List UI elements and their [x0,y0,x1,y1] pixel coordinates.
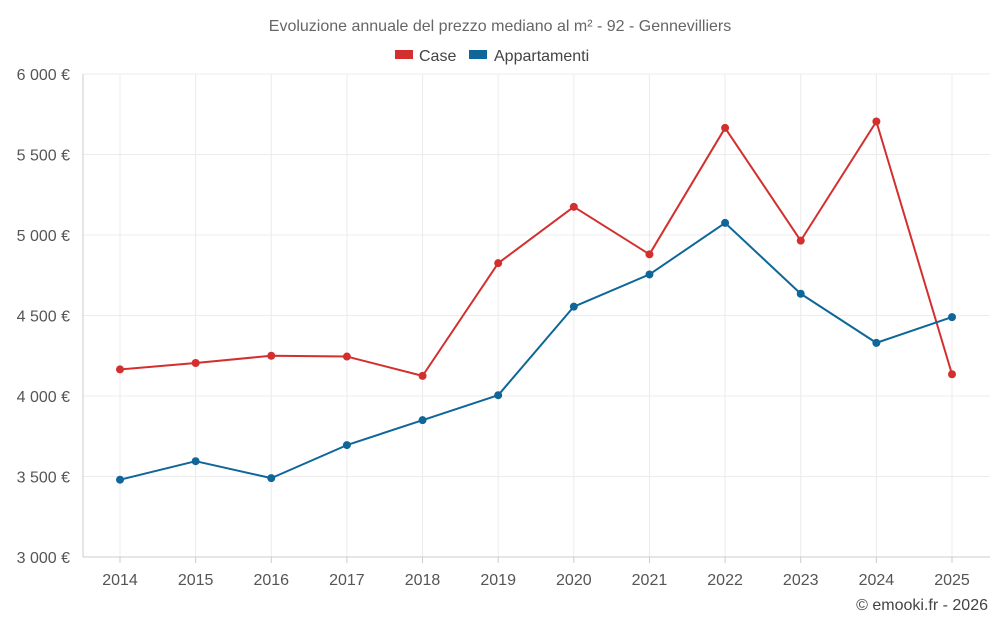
point-appartamenti-2022[interactable] [721,218,730,227]
y-tick-label-4000: 4 000 € [17,389,70,406]
point-appartamenti-2014[interactable] [116,475,124,484]
series-layer [116,117,956,484]
y-tick-label-3500: 3 500 € [17,470,70,487]
point-case-2024[interactable] [872,117,881,126]
series-line-appartamenti [119,221,953,481]
legend-swatch-appartamenti [469,50,487,59]
x-tick-label-2019: 2019 [480,572,516,589]
point-case-2022[interactable] [721,123,730,132]
point-case-2021[interactable] [645,250,654,259]
x-tick-label-2024: 2024 [859,572,895,589]
x-tick-label-2017: 2017 [329,572,365,589]
x-tick-label-2016: 2016 [253,572,289,589]
point-case-2018[interactable] [418,371,427,380]
legend-label-appartamenti: Appartamenti [494,48,589,65]
point-case-2023[interactable] [796,236,805,245]
point-case-2016[interactable] [267,351,276,360]
point-appartamenti-2025[interactable] [948,313,956,322]
legend-item-case[interactable]: Case [395,48,456,65]
legend: Case Appartamenti [395,48,589,65]
x-axis: 2014 2015 2016 2017 2018 2019 2020 2021 2022 2023… [102,557,970,589]
series-line-case [119,120,953,377]
x-tick-label-2014: 2014 [102,572,138,589]
point-appartamenti-2020[interactable] [569,302,578,311]
legend-label-case: Case [419,48,456,65]
x-tick-label-2018: 2018 [405,572,441,589]
series-appartamenti [116,218,956,484]
legend-item-appartamenti[interactable]: Appartamenti [469,48,589,65]
y-axis: 3 000 € 3 500 € 4 000 € 4 500 € 5 000 € 5 500… [17,67,70,567]
point-appartamenti-2021[interactable] [645,270,654,279]
y-tick-label-4500: 4 500 € [17,309,70,326]
copyright-credit: © emooki.fr - 2026 [856,597,988,614]
point-case-2025[interactable] [948,370,956,379]
y-tick-label-3000: 3 000 € [17,550,70,567]
series-case [116,117,956,380]
point-appartamenti-2017[interactable] [342,441,351,450]
point-appartamenti-2024[interactable] [872,338,881,347]
point-appartamenti-2023[interactable] [796,289,805,298]
grid [82,73,990,558]
point-appartamenti-2015[interactable] [191,457,200,466]
x-tick-label-2021: 2021 [632,572,668,589]
x-tick-label-2020: 2020 [556,572,592,589]
point-appartamenti-2018[interactable] [418,416,427,425]
x-tick-label-2025: 2025 [934,572,970,589]
point-appartamenti-2019[interactable] [494,391,503,400]
point-case-2017[interactable] [342,352,351,361]
point-case-2014[interactable] [116,365,124,374]
x-tick-label-2023: 2023 [783,572,819,589]
y-tick-label-6000: 6 000 € [17,67,70,84]
chart-title: Evoluzione annuale del prezzo mediano al… [269,18,731,35]
point-appartamenti-2016[interactable] [267,474,276,483]
legend-swatch-case [395,50,413,59]
y-tick-label-5000: 5 000 € [17,228,70,245]
point-case-2019[interactable] [494,259,503,268]
point-case-2020[interactable] [569,202,578,211]
point-case-2015[interactable] [191,358,200,367]
x-tick-label-2022: 2022 [707,572,743,589]
y-tick-label-5500: 5 500 € [17,148,70,165]
x-tick-label-2015: 2015 [178,572,214,589]
